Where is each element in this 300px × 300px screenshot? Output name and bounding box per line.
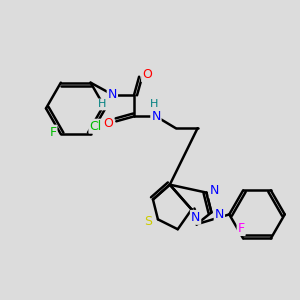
Text: N: N [151, 110, 160, 123]
Text: Cl: Cl [89, 120, 102, 133]
Text: S: S [144, 215, 152, 228]
Text: F: F [49, 126, 56, 139]
Text: H: H [98, 99, 106, 110]
Text: N: N [191, 211, 200, 224]
Text: H: H [150, 99, 158, 110]
Text: O: O [142, 68, 152, 81]
Text: N: N [108, 88, 117, 101]
Text: F: F [238, 222, 245, 235]
Text: N: N [215, 208, 224, 221]
Text: N: N [210, 184, 219, 197]
Text: O: O [103, 117, 113, 130]
